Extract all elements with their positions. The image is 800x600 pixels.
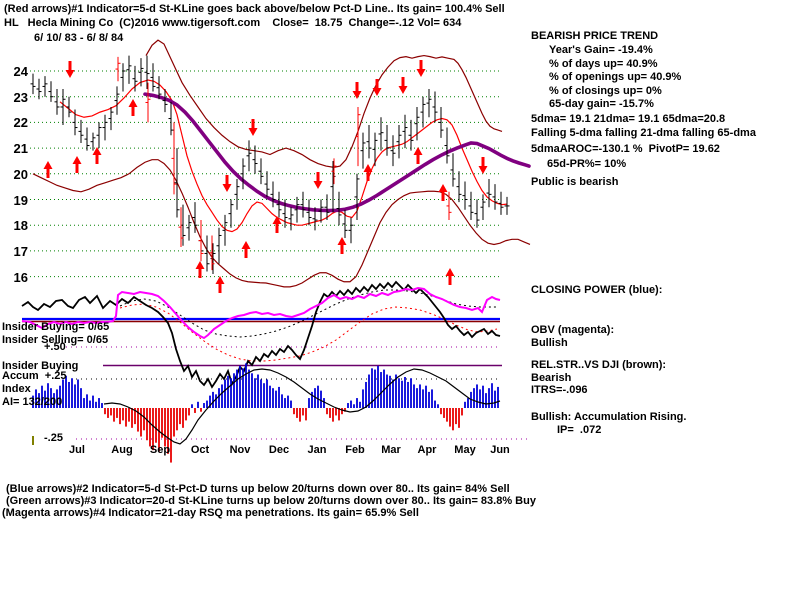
month-label-apr: Apr: [417, 444, 437, 456]
month-label-feb: Feb: [345, 444, 365, 456]
accumulation-status: Bullish: Accumulation Rising.: [531, 411, 687, 423]
buy-arrow-icon: [241, 241, 251, 258]
price-axis-label-24: 24: [13, 64, 28, 79]
buy-arrow-icon: [43, 161, 53, 178]
pct-openings-up: % of openings up= 40.9%: [549, 71, 682, 83]
buy-arrow-icon: [215, 276, 225, 293]
sell-arrow-icon: [65, 61, 75, 78]
sell-arrow-icon: [222, 175, 232, 192]
indicator3-legend: (Green arrows)#3 Indicator=20-d St-KLine…: [6, 495, 536, 507]
price-axis-label-23: 23: [13, 89, 28, 105]
buy-arrow-icon: [363, 164, 373, 181]
sell-arrow-icon: [372, 79, 382, 96]
indicator4-legend: (Magenta arrows)#4 Indicator=21-day RSQ …: [2, 507, 419, 519]
purple-65dma-line: [143, 92, 531, 213]
dma-values: 5dma= 19.1 21dma= 19.1 65dma=20.8: [531, 113, 726, 125]
accum-index-ma-line: [103, 368, 501, 445]
obv-line: [21, 286, 501, 340]
month-label-dec: Dec: [268, 444, 290, 456]
accum-plus25-label: Accum +.25: [2, 370, 67, 382]
insider-buying-count: Insider Buying= 0/65: [2, 321, 110, 333]
month-label-jul: Jul: [69, 444, 85, 456]
month-label-aug: Aug: [111, 444, 133, 456]
relstr-title: REL.STR..VS DJI (brown):: [531, 359, 667, 371]
price-axis-label-20: 20: [13, 166, 28, 182]
gain-65day: 65-day gain= -15.7%: [549, 98, 654, 110]
pct-days-up: % of days up= 40.9%: [549, 58, 658, 70]
indicator2-legend: (Blue arrows)#2 Indicator=5-d St-Pct-D t…: [6, 483, 510, 495]
dma-falling: Falling 5-dma falling 21-dma falling 65-…: [531, 127, 756, 139]
minus25-label: -.25: [44, 432, 63, 444]
obv-ma-dotted-line: [119, 303, 498, 362]
month-label-nov: Nov: [229, 444, 251, 456]
month-label-oct: Oct: [190, 444, 210, 456]
buy-arrow-icon: [195, 261, 205, 278]
closing-power-title: CLOSING POWER (blue):: [531, 284, 663, 296]
month-label-sep: Sep: [149, 444, 171, 456]
pr-65d: 65d-PR%= 10%: [547, 158, 627, 170]
buy-arrow-icon: [337, 237, 347, 254]
index-label: Index: [2, 383, 31, 395]
month-label-jan: Jan: [307, 444, 327, 456]
relstr-status: Bearish: [531, 372, 572, 384]
month-label-jun: Jun: [490, 444, 510, 456]
sell-arrow-icon: [248, 119, 258, 136]
trend-title: BEARISH PRICE TREND: [531, 30, 659, 42]
insider-selling-count: Insider Selling= 0/65: [2, 334, 109, 346]
obv-status: Bullish: [531, 337, 568, 349]
obv-title: OBV (magenta):: [531, 324, 615, 336]
month-label-mar: Mar: [381, 444, 401, 456]
ai-count-label: AI= 132/200: [2, 396, 63, 408]
sell-arrow-icon: [416, 60, 426, 77]
price-axis-label-17: 17: [13, 243, 28, 259]
price-axis-label-16: 16: [13, 269, 28, 285]
buy-arrow-icon: [272, 216, 282, 233]
price-axis-label-18: 18: [13, 218, 28, 234]
upper-band-line: [145, 39, 503, 168]
indicator1-legend: (Red arrows)#1 Indicator=5-d St-KLine go…: [4, 3, 505, 15]
sell-arrow-icon: [398, 77, 408, 94]
month-label-may: May: [454, 444, 476, 456]
years-gain: Year's Gain= -19.4%: [549, 44, 653, 56]
buy-arrow-icon: [128, 99, 138, 116]
aroc-pivot: 5dmaAROC=-130.1 % PivotP= 19.62: [531, 143, 720, 155]
public-sentiment: Public is bearish: [531, 176, 619, 188]
closing-power-line: [21, 280, 501, 389]
buy-arrow-icon: [438, 184, 448, 201]
sell-arrow-icon: [478, 157, 488, 174]
ip-value: IP= .072: [557, 424, 602, 436]
buy-arrow-icon: [413, 147, 423, 164]
price-axis-label-21: 21: [13, 141, 28, 157]
price-axis-label-19: 19: [13, 192, 28, 208]
date-range: 6/ 10/ 83 - 6/ 8/ 84: [34, 32, 124, 44]
pct-closings-up: % of closings up= 0%: [549, 85, 662, 97]
buy-arrow-icon: [72, 156, 82, 173]
buy-arrow-icon: [445, 268, 455, 285]
sell-arrow-icon: [313, 172, 323, 189]
insider-buying-title: Insider Buying: [2, 360, 79, 372]
red-ma-line: [59, 79, 508, 233]
sell-arrow-icon: [352, 82, 362, 99]
itrs-value: ITRS=-.096: [531, 384, 588, 396]
lower-band-line: [32, 159, 531, 288]
buy-arrow-icon: [92, 147, 102, 164]
ticker-title: HL Hecla Mining Co (C)2016 www.tigersoft…: [4, 17, 462, 29]
price-axis-label-22: 22: [13, 115, 28, 131]
plus50-label: +.50: [44, 341, 66, 353]
